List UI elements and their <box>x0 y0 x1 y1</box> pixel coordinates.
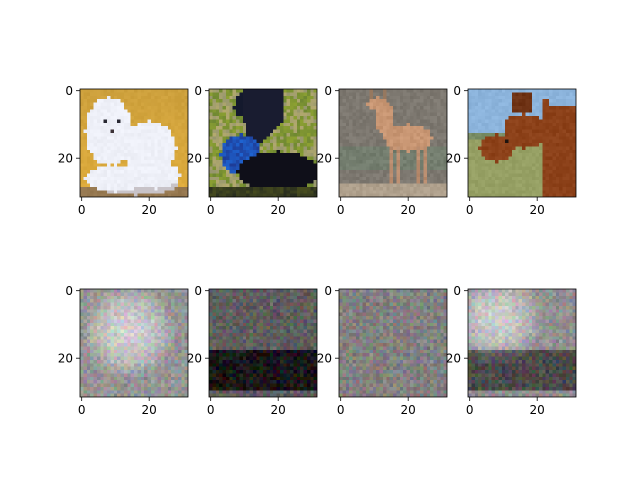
y-tick-label: 0 <box>194 284 202 298</box>
image-panel-8: 0 20 0 20 <box>446 284 577 417</box>
panel-image <box>80 89 189 198</box>
x-tick-label: 0 <box>466 203 474 217</box>
panel-image <box>209 89 318 198</box>
x-tick-label: 20 <box>530 403 545 417</box>
y-tick-label: 0 <box>65 84 73 98</box>
y-tick-label: 20 <box>317 352 332 366</box>
axes-frame <box>338 88 448 198</box>
x-tick-label: 20 <box>271 203 286 217</box>
panel-image <box>339 89 448 198</box>
y-tick-label: 20 <box>58 152 73 166</box>
image-panel-6: 0 20 0 20 <box>187 284 318 417</box>
axes-frame <box>467 288 577 398</box>
y-tick-label: 20 <box>58 352 73 366</box>
image-panel-1: 0 20 0 20 <box>58 84 189 217</box>
image-panel-7: 0 20 0 20 <box>317 284 448 417</box>
y-tick-label: 0 <box>194 84 202 98</box>
x-tick-label: 0 <box>337 403 345 417</box>
x-tick-label: 0 <box>207 203 215 217</box>
axes-frame <box>467 88 577 198</box>
x-tick-label: 20 <box>530 203 545 217</box>
x-tick-label: 20 <box>271 403 286 417</box>
x-tick-label: 20 <box>401 203 416 217</box>
panel-image <box>209 289 318 398</box>
panel-image <box>468 89 577 198</box>
axes-frame <box>208 288 318 398</box>
x-tick-label: 0 <box>207 403 215 417</box>
y-tick-label: 20 <box>187 152 202 166</box>
axes-frame <box>338 288 448 398</box>
panel-image <box>339 289 448 398</box>
x-tick-label: 0 <box>337 203 345 217</box>
image-panel-3: 0 20 0 20 <box>317 84 448 217</box>
image-panel-4: 0 20 0 20 <box>446 84 577 217</box>
y-tick-label: 0 <box>453 284 461 298</box>
panel-image <box>468 289 577 398</box>
axes-frame <box>79 288 189 398</box>
x-tick-label: 20 <box>142 403 157 417</box>
image-panel-2: 0 20 0 20 <box>187 84 318 217</box>
y-tick-label: 0 <box>324 284 332 298</box>
panel-image <box>80 289 189 398</box>
image-panel-5: 0 20 0 20 <box>58 284 189 417</box>
y-tick-label: 20 <box>446 152 461 166</box>
x-tick-label: 0 <box>78 403 86 417</box>
y-tick-label: 0 <box>453 84 461 98</box>
x-tick-label: 0 <box>78 203 86 217</box>
axes-frame <box>208 88 318 198</box>
y-tick-label: 0 <box>65 284 73 298</box>
y-tick-label: 20 <box>317 152 332 166</box>
axes-frame <box>79 88 189 198</box>
y-tick-label: 0 <box>324 84 332 98</box>
x-tick-label: 20 <box>401 403 416 417</box>
x-tick-label: 20 <box>142 203 157 217</box>
x-tick-label: 0 <box>466 403 474 417</box>
y-tick-label: 20 <box>187 352 202 366</box>
y-tick-label: 20 <box>446 352 461 366</box>
